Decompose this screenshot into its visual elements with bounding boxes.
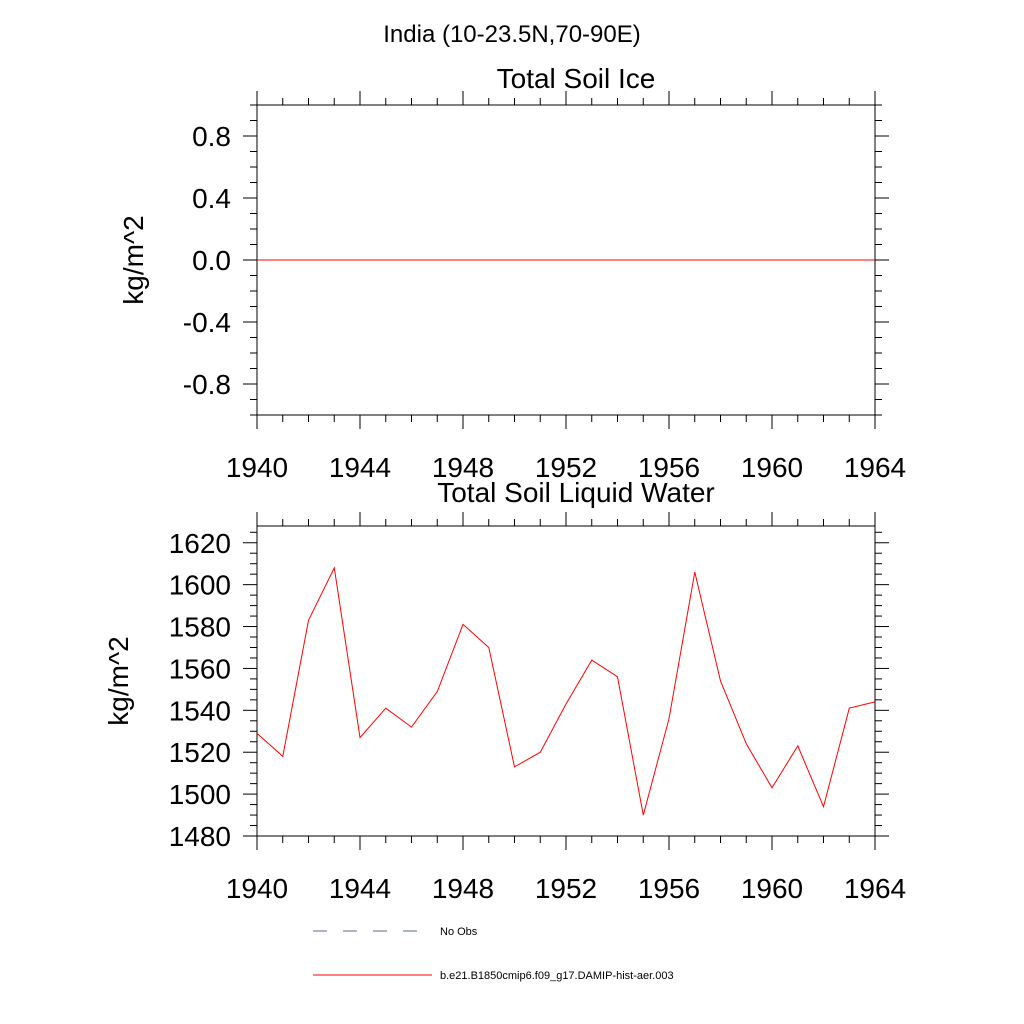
soil-liquid-water-x-tick-label: 1944: [329, 873, 391, 904]
soil-liquid-water-y-tick-label: 1580: [169, 612, 231, 643]
soil-liquid-water-y-axis-label: kg/m^2: [103, 636, 134, 725]
soil-ice-y-tick-label: 0.0: [192, 245, 231, 276]
soil-ice-y-tick-label: 0.4: [192, 183, 231, 214]
soil-ice-x-tick-label: 1944: [329, 452, 391, 483]
soil-liquid-water-y-tick-label: 1560: [169, 653, 231, 684]
soil-liquid-water-x-tick-label: 1948: [432, 873, 494, 904]
legend-label-no-obs: No Obs: [440, 926, 478, 938]
soil-liquid-water-panel: Total Soil Liquid Water kg/m^2 1940 1944 194…: [103, 477, 906, 904]
soil-liquid-water-y-tick-label: 1520: [169, 737, 231, 768]
soil-ice-x-tick-label: 1964: [844, 452, 906, 483]
soil-liquid-water-y-tick-label: 1500: [169, 779, 231, 810]
soil-liquid-water-title: Total Soil Liquid Water: [437, 477, 715, 508]
soil-ice-x-tick-label: 1952: [535, 452, 597, 483]
figure-suptitle: India (10-23.5N,70-90E): [383, 21, 640, 48]
soil-liquid-water-x-tick-label: 1960: [741, 873, 803, 904]
soil-ice-x-tick-label: 1940: [226, 452, 288, 483]
soil-liquid-water-y-tick-label: 1480: [169, 821, 231, 852]
soil-ice-x-tick-label: 1960: [741, 452, 803, 483]
soil-ice-y-tick-label: -0.8: [183, 369, 231, 400]
soil-ice-y-tick-label: 0.8: [192, 121, 231, 152]
soil-liquid-water-y-tick-label: 1620: [169, 528, 231, 559]
legend-label-model-run: b.e21.B1850cmip6.f09_g17.DAMIP-hist-aer.…: [440, 970, 674, 982]
legend: No Obs b.e21.B1850cmip6.f09_g17.DAMIP-hi…: [313, 926, 674, 982]
soil-ice-panel: Total Soil Ice kg/m^2 1940 1944 1948 1952 1956…: [118, 63, 906, 483]
soil-ice-y-axis-label: kg/m^2: [118, 215, 149, 304]
soil-liquid-water-x-tick-label: 1964: [844, 873, 906, 904]
soil-liquid-water-x-tick-label: 1940: [226, 873, 288, 904]
soil-liquid-water-plot-frame: [256, 525, 876, 837]
soil-liquid-water-y-tick-label: 1600: [169, 570, 231, 601]
soil-ice-x-tick-label: 1956: [638, 452, 700, 483]
soil-liquid-water-y-tick-label: 1540: [169, 695, 231, 726]
soil-ice-x-tick-label: 1948: [432, 452, 494, 483]
soil-ice-y-tick-label: -0.4: [183, 307, 231, 338]
soil-liquid-water-x-tick-label: 1952: [535, 873, 597, 904]
soil-ice-title: Total Soil Ice: [497, 63, 656, 94]
soil-liquid-water-x-tick-label: 1956: [638, 873, 700, 904]
soil-liquid-water-series-line: [256, 566, 876, 816]
